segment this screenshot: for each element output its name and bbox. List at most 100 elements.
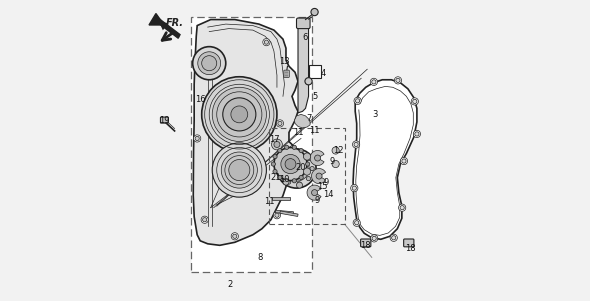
Circle shape — [314, 155, 320, 161]
Circle shape — [354, 142, 358, 147]
Circle shape — [273, 212, 281, 219]
Circle shape — [292, 145, 296, 149]
Wedge shape — [307, 185, 321, 200]
Circle shape — [304, 169, 308, 174]
Text: 3: 3 — [372, 110, 378, 119]
Circle shape — [278, 175, 282, 180]
Circle shape — [299, 148, 303, 153]
Circle shape — [278, 148, 282, 153]
Circle shape — [411, 98, 418, 105]
Bar — [280, 211, 298, 216]
Text: 10: 10 — [279, 175, 290, 184]
Polygon shape — [353, 80, 417, 239]
FancyBboxPatch shape — [160, 117, 168, 123]
Circle shape — [231, 106, 248, 123]
Text: 5: 5 — [312, 92, 317, 101]
Circle shape — [396, 78, 400, 82]
Text: 19: 19 — [159, 116, 169, 125]
FancyBboxPatch shape — [297, 18, 310, 29]
Circle shape — [276, 120, 284, 127]
Text: 7: 7 — [306, 114, 312, 123]
Text: 15: 15 — [317, 182, 327, 191]
Bar — [309, 65, 320, 78]
Circle shape — [263, 39, 270, 46]
Circle shape — [297, 182, 301, 186]
Circle shape — [332, 160, 339, 168]
Circle shape — [292, 179, 296, 183]
Polygon shape — [294, 114, 310, 128]
Circle shape — [284, 179, 289, 183]
Polygon shape — [156, 17, 180, 38]
Circle shape — [202, 77, 277, 152]
Circle shape — [299, 175, 303, 180]
Circle shape — [400, 206, 404, 210]
Circle shape — [306, 176, 310, 181]
Bar — [270, 128, 345, 224]
Text: 8: 8 — [258, 253, 263, 262]
Circle shape — [306, 157, 310, 161]
Circle shape — [264, 40, 268, 44]
Circle shape — [398, 204, 406, 211]
Circle shape — [371, 235, 378, 242]
Circle shape — [212, 87, 267, 141]
Circle shape — [303, 168, 311, 175]
Circle shape — [273, 169, 277, 174]
Circle shape — [305, 78, 312, 85]
Circle shape — [280, 161, 284, 165]
Circle shape — [354, 97, 361, 104]
Wedge shape — [310, 150, 324, 166]
Circle shape — [415, 132, 419, 136]
Circle shape — [316, 173, 322, 179]
Text: 18: 18 — [405, 244, 416, 253]
Circle shape — [195, 136, 199, 141]
Circle shape — [232, 234, 237, 238]
Circle shape — [372, 80, 376, 84]
Circle shape — [201, 216, 208, 223]
Circle shape — [297, 182, 303, 188]
Circle shape — [231, 233, 238, 240]
Text: 12: 12 — [333, 146, 344, 155]
Circle shape — [394, 77, 402, 84]
Text: 6: 6 — [303, 33, 308, 42]
Circle shape — [332, 147, 339, 154]
Circle shape — [371, 78, 378, 85]
Text: 17: 17 — [268, 135, 279, 144]
Circle shape — [229, 160, 250, 181]
Text: 11: 11 — [293, 128, 303, 137]
Circle shape — [221, 152, 257, 188]
Text: FR.: FR. — [166, 18, 184, 28]
Circle shape — [402, 159, 406, 163]
Text: 14: 14 — [323, 190, 333, 199]
Circle shape — [412, 99, 417, 104]
Text: 9: 9 — [330, 157, 335, 166]
Circle shape — [303, 153, 311, 160]
Circle shape — [194, 135, 201, 142]
Circle shape — [283, 179, 289, 185]
Polygon shape — [298, 20, 309, 113]
Polygon shape — [194, 20, 298, 245]
Text: 11: 11 — [309, 126, 320, 135]
Bar — [191, 17, 312, 272]
Circle shape — [304, 154, 308, 159]
Text: 21: 21 — [270, 173, 281, 182]
Circle shape — [372, 236, 376, 240]
Circle shape — [287, 180, 291, 184]
Circle shape — [311, 8, 318, 16]
FancyBboxPatch shape — [404, 239, 414, 247]
Text: 11: 11 — [264, 197, 275, 206]
Text: 9: 9 — [324, 178, 329, 187]
Circle shape — [287, 153, 291, 157]
Circle shape — [280, 172, 284, 176]
Circle shape — [281, 154, 300, 174]
Bar — [273, 197, 290, 200]
Text: 13: 13 — [279, 57, 290, 66]
Circle shape — [278, 121, 282, 126]
Circle shape — [202, 56, 217, 71]
Circle shape — [275, 213, 279, 217]
Text: 20: 20 — [296, 163, 306, 172]
Circle shape — [284, 145, 289, 149]
Circle shape — [198, 52, 221, 75]
Circle shape — [401, 157, 408, 165]
FancyBboxPatch shape — [284, 70, 289, 77]
Text: 16: 16 — [195, 95, 205, 104]
